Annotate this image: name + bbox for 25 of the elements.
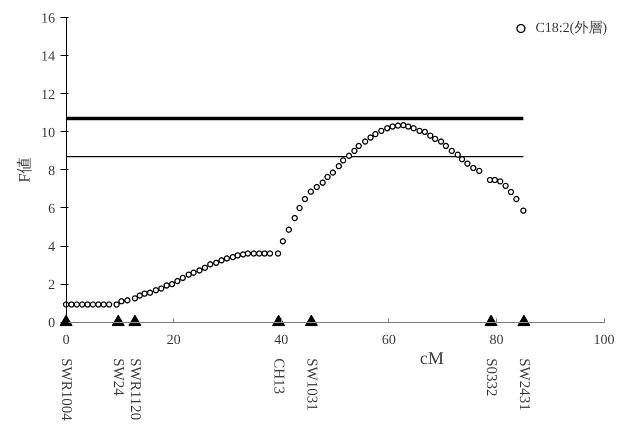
legend-label: C18:2(外層) bbox=[535, 20, 607, 37]
y-tick-label: 10 bbox=[41, 126, 56, 141]
x-tick-label: 40 bbox=[274, 333, 288, 348]
y-tick-label: 2 bbox=[48, 278, 56, 294]
y-tick-label: 6 bbox=[48, 202, 56, 217]
annotation: SW2431 bbox=[516, 358, 532, 411]
annotation: SWR1004 bbox=[58, 358, 74, 422]
y-tick-label: 8 bbox=[48, 164, 56, 179]
annotation: S0332 bbox=[483, 358, 500, 397]
y-tick-label: 12 bbox=[41, 88, 56, 103]
annotation: SWR1120 bbox=[126, 358, 143, 420]
x-tick-label: 80 bbox=[489, 333, 504, 348]
x-tick-label: 100 bbox=[594, 333, 615, 348]
x-tick-label: 20 bbox=[166, 333, 181, 348]
x-tick-label: 60 bbox=[382, 333, 396, 348]
annotation: CH13 bbox=[270, 358, 287, 394]
y-tick-label: 0 bbox=[48, 316, 56, 332]
x-axis-title: cM bbox=[420, 348, 444, 368]
annotation: SW1031 bbox=[303, 358, 320, 411]
x-tick-label: 0 bbox=[62, 333, 70, 348]
y-tick-label: 16 bbox=[41, 12, 56, 27]
y-tick-label: 14 bbox=[41, 50, 56, 65]
annotation: SW24 bbox=[110, 358, 126, 396]
y-axis-title: F値 bbox=[16, 158, 34, 182]
y-tick-label: 4 bbox=[48, 240, 56, 256]
